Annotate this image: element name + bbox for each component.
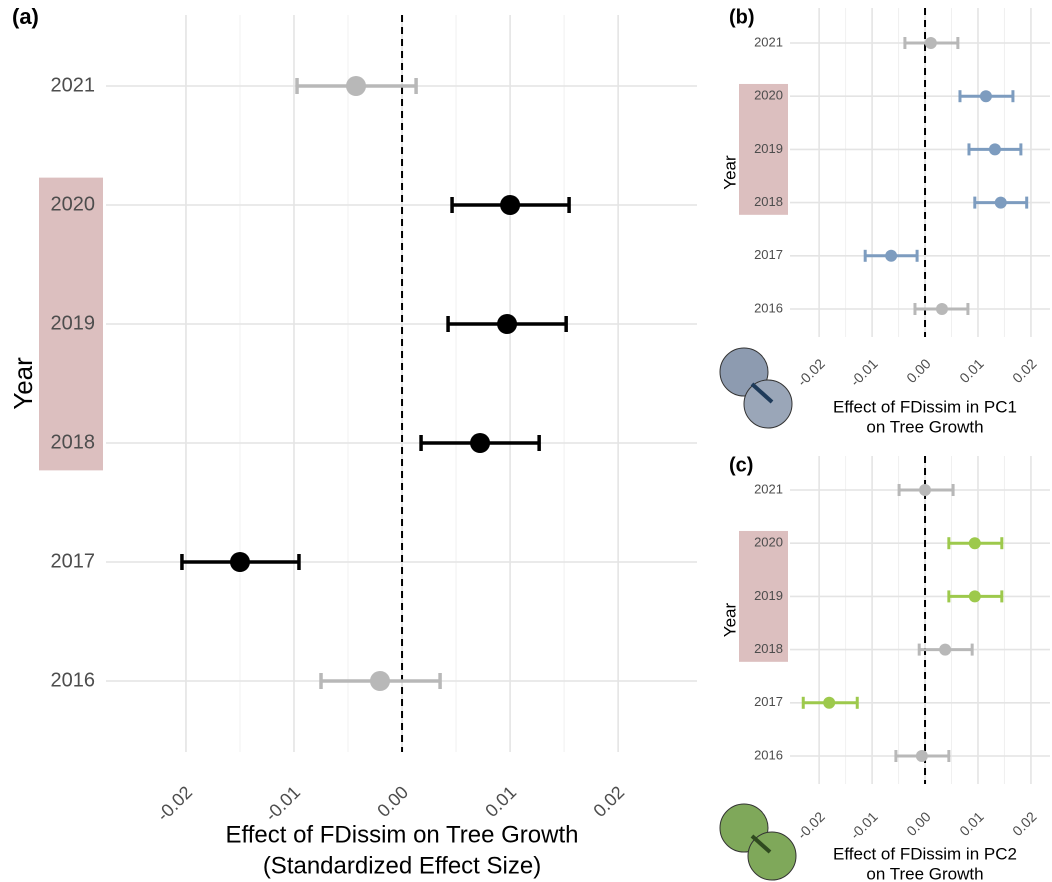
- y-tick-label: 2020: [754, 88, 783, 103]
- x-tick-label: 0.01: [956, 808, 987, 839]
- point: [969, 537, 981, 549]
- point: [969, 590, 981, 602]
- x-tick-label: -0.02: [153, 782, 196, 825]
- x-axis-label: Effect of FDissim on Tree Growth: [225, 821, 578, 848]
- y-axis-label: Year: [720, 602, 739, 637]
- point: [925, 37, 937, 49]
- point: [885, 250, 897, 262]
- x-axis-label: on Tree Growth: [866, 417, 983, 436]
- x-axis-label: on Tree Growth: [866, 864, 983, 882]
- y-tick-label: 2019: [51, 312, 96, 334]
- y-tick-label: 2019: [754, 141, 783, 156]
- icon-pc1: [720, 348, 792, 428]
- y-tick-label: 2016: [754, 747, 783, 762]
- point: [919, 484, 931, 496]
- x-tick-label: 0.00: [903, 808, 934, 839]
- y-tick-label: 2021: [51, 74, 96, 96]
- x-axis-label: (Standardized Effect Size): [263, 852, 541, 879]
- point: [939, 644, 951, 656]
- point: [916, 750, 928, 762]
- x-tick-label: 0.02: [589, 782, 628, 821]
- panel-label: (c): [729, 454, 753, 476]
- y-tick-label: 2019: [754, 588, 783, 603]
- y-tick-label: 2021: [754, 481, 783, 496]
- y-tick-label: 2021: [754, 34, 783, 49]
- point: [500, 195, 520, 215]
- point: [370, 671, 390, 691]
- x-axis-label: Effect of FDissim in PC1: [833, 397, 1017, 416]
- point: [346, 76, 366, 96]
- y-tick-label: 2018: [754, 194, 783, 209]
- point: [980, 90, 992, 102]
- icon-circle: [744, 380, 792, 428]
- point: [470, 433, 490, 453]
- y-tick-label: 2017: [754, 694, 783, 709]
- y-tick-label: 2020: [51, 193, 96, 215]
- x-tick-label: -0.01: [847, 355, 881, 389]
- y-tick-label: 2018: [51, 431, 96, 453]
- x-tick-label: 0.00: [903, 355, 934, 386]
- x-tick-label: -0.02: [794, 355, 828, 389]
- x-tick-label: -0.01: [261, 782, 304, 825]
- point: [989, 143, 1001, 155]
- y-tick-label: 2016: [51, 669, 96, 691]
- x-tick-label: 0.00: [373, 782, 412, 821]
- y-axis-label: Year: [8, 357, 38, 410]
- x-tick-label: 0.02: [1009, 355, 1040, 386]
- y-tick-label: 2017: [51, 550, 96, 572]
- point: [497, 314, 517, 334]
- point: [995, 197, 1007, 209]
- x-tick-label: 0.02: [1009, 808, 1040, 839]
- x-tick-label: 0.01: [481, 782, 520, 821]
- x-axis-label: Effect of FDissim in PC2: [833, 844, 1017, 863]
- y-tick-label: 2018: [754, 641, 783, 656]
- figure: -0.02 -0.01 0.00 0.01 0.02 2021 2020 2019 2018 20…: [0, 0, 1052, 882]
- y-tick-label: 2016: [754, 300, 783, 315]
- icon-pc2: [720, 804, 796, 880]
- panel-label: (a): [12, 4, 39, 29]
- panel-label: (b): [729, 6, 755, 28]
- x-tick-label: -0.02: [794, 808, 828, 842]
- x-tick-label: 0.01: [956, 355, 987, 386]
- point: [936, 303, 948, 315]
- y-axis-label: Year: [720, 155, 739, 190]
- y-tick-label: 2017: [754, 247, 783, 262]
- point: [823, 697, 835, 709]
- y-tick-label: 2020: [754, 535, 783, 550]
- point: [230, 552, 250, 572]
- x-tick-label: -0.01: [847, 808, 881, 842]
